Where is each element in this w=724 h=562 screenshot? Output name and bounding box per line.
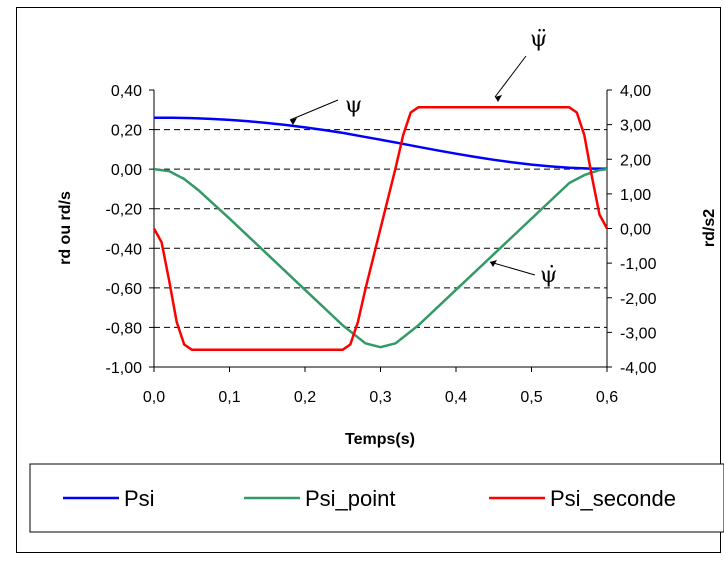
legend-label-psi-seconde: Psi_seconde [550, 486, 676, 511]
series-line-psi [154, 116, 608, 170]
x-tick-label: 0,1 [218, 389, 240, 406]
legend-label-psi: Psi [124, 486, 155, 511]
y-left-tick-label: 0,40 [111, 83, 142, 100]
chart-frame [16, 7, 721, 553]
x-axis-label: Temps(s) [345, 431, 415, 448]
y-left-tick-label: 0,20 [111, 123, 142, 140]
annotations: ψ ψ̇ ψ̈ [289, 27, 557, 288]
annotation-arrowhead [490, 260, 497, 267]
annotation-arrowhead [290, 118, 297, 125]
y-right-tick-label: 1,00 [620, 187, 651, 204]
y-left-tick-label: -0,80 [106, 320, 143, 337]
annotation-label: ψ̇ [540, 263, 557, 288]
x-tick-label: 0,6 [596, 389, 618, 406]
annotation-pointer [489, 261, 536, 276]
x-tick-label: 0,0 [143, 389, 165, 406]
legend-label-psi-point: Psi_point [305, 486, 396, 511]
y-right-tick-label: 3,00 [620, 118, 651, 135]
y-axis-right-label: rd/s2 [701, 209, 718, 247]
series-group [152, 106, 609, 351]
legend-box [29, 463, 724, 533]
y-right-tick-label: 2,00 [620, 152, 651, 169]
tick-labels: 0,40 0,20 0,00 -0,20 -0,40 -0,60 -0,80 -1,00 4,0… [106, 83, 657, 406]
y-left-tick-label: 0,00 [111, 162, 142, 179]
y-right-tick-label: 0,00 [620, 222, 651, 239]
y-right-tick-label: -2,00 [620, 291, 657, 308]
x-tick-label: 0,5 [520, 389, 542, 406]
x-tick-label: 0,2 [294, 389, 316, 406]
y-left-tick-label: -0,20 [106, 202, 143, 219]
y-right-tick-label: -3,00 [620, 325, 657, 342]
annotation-pointer [494, 55, 527, 98]
y-right-tick-label: -1,00 [620, 256, 657, 273]
annotation-label: ψ [345, 93, 362, 118]
y-right-tick-label: -4,00 [620, 360, 657, 377]
series-line-psi-point [153, 167, 608, 349]
annotation-pointer [289, 99, 339, 121]
y-axis-left-label: rd ou rd/s [57, 191, 74, 265]
y-left-tick-label: -1,00 [106, 360, 143, 377]
x-tick-label: 0,4 [445, 389, 467, 406]
y-right-tick-label: 4,00 [620, 83, 651, 100]
annotation-arrowhead [495, 95, 502, 102]
x-tick-label: 0,3 [369, 389, 391, 406]
y-left-tick-label: -0,40 [106, 241, 143, 258]
grid-lines [154, 129, 607, 328]
series-line-psi-seconde [152, 106, 609, 351]
annotation-label: ψ̈ [530, 27, 547, 52]
y-left-tick-label: -0,60 [106, 281, 143, 298]
